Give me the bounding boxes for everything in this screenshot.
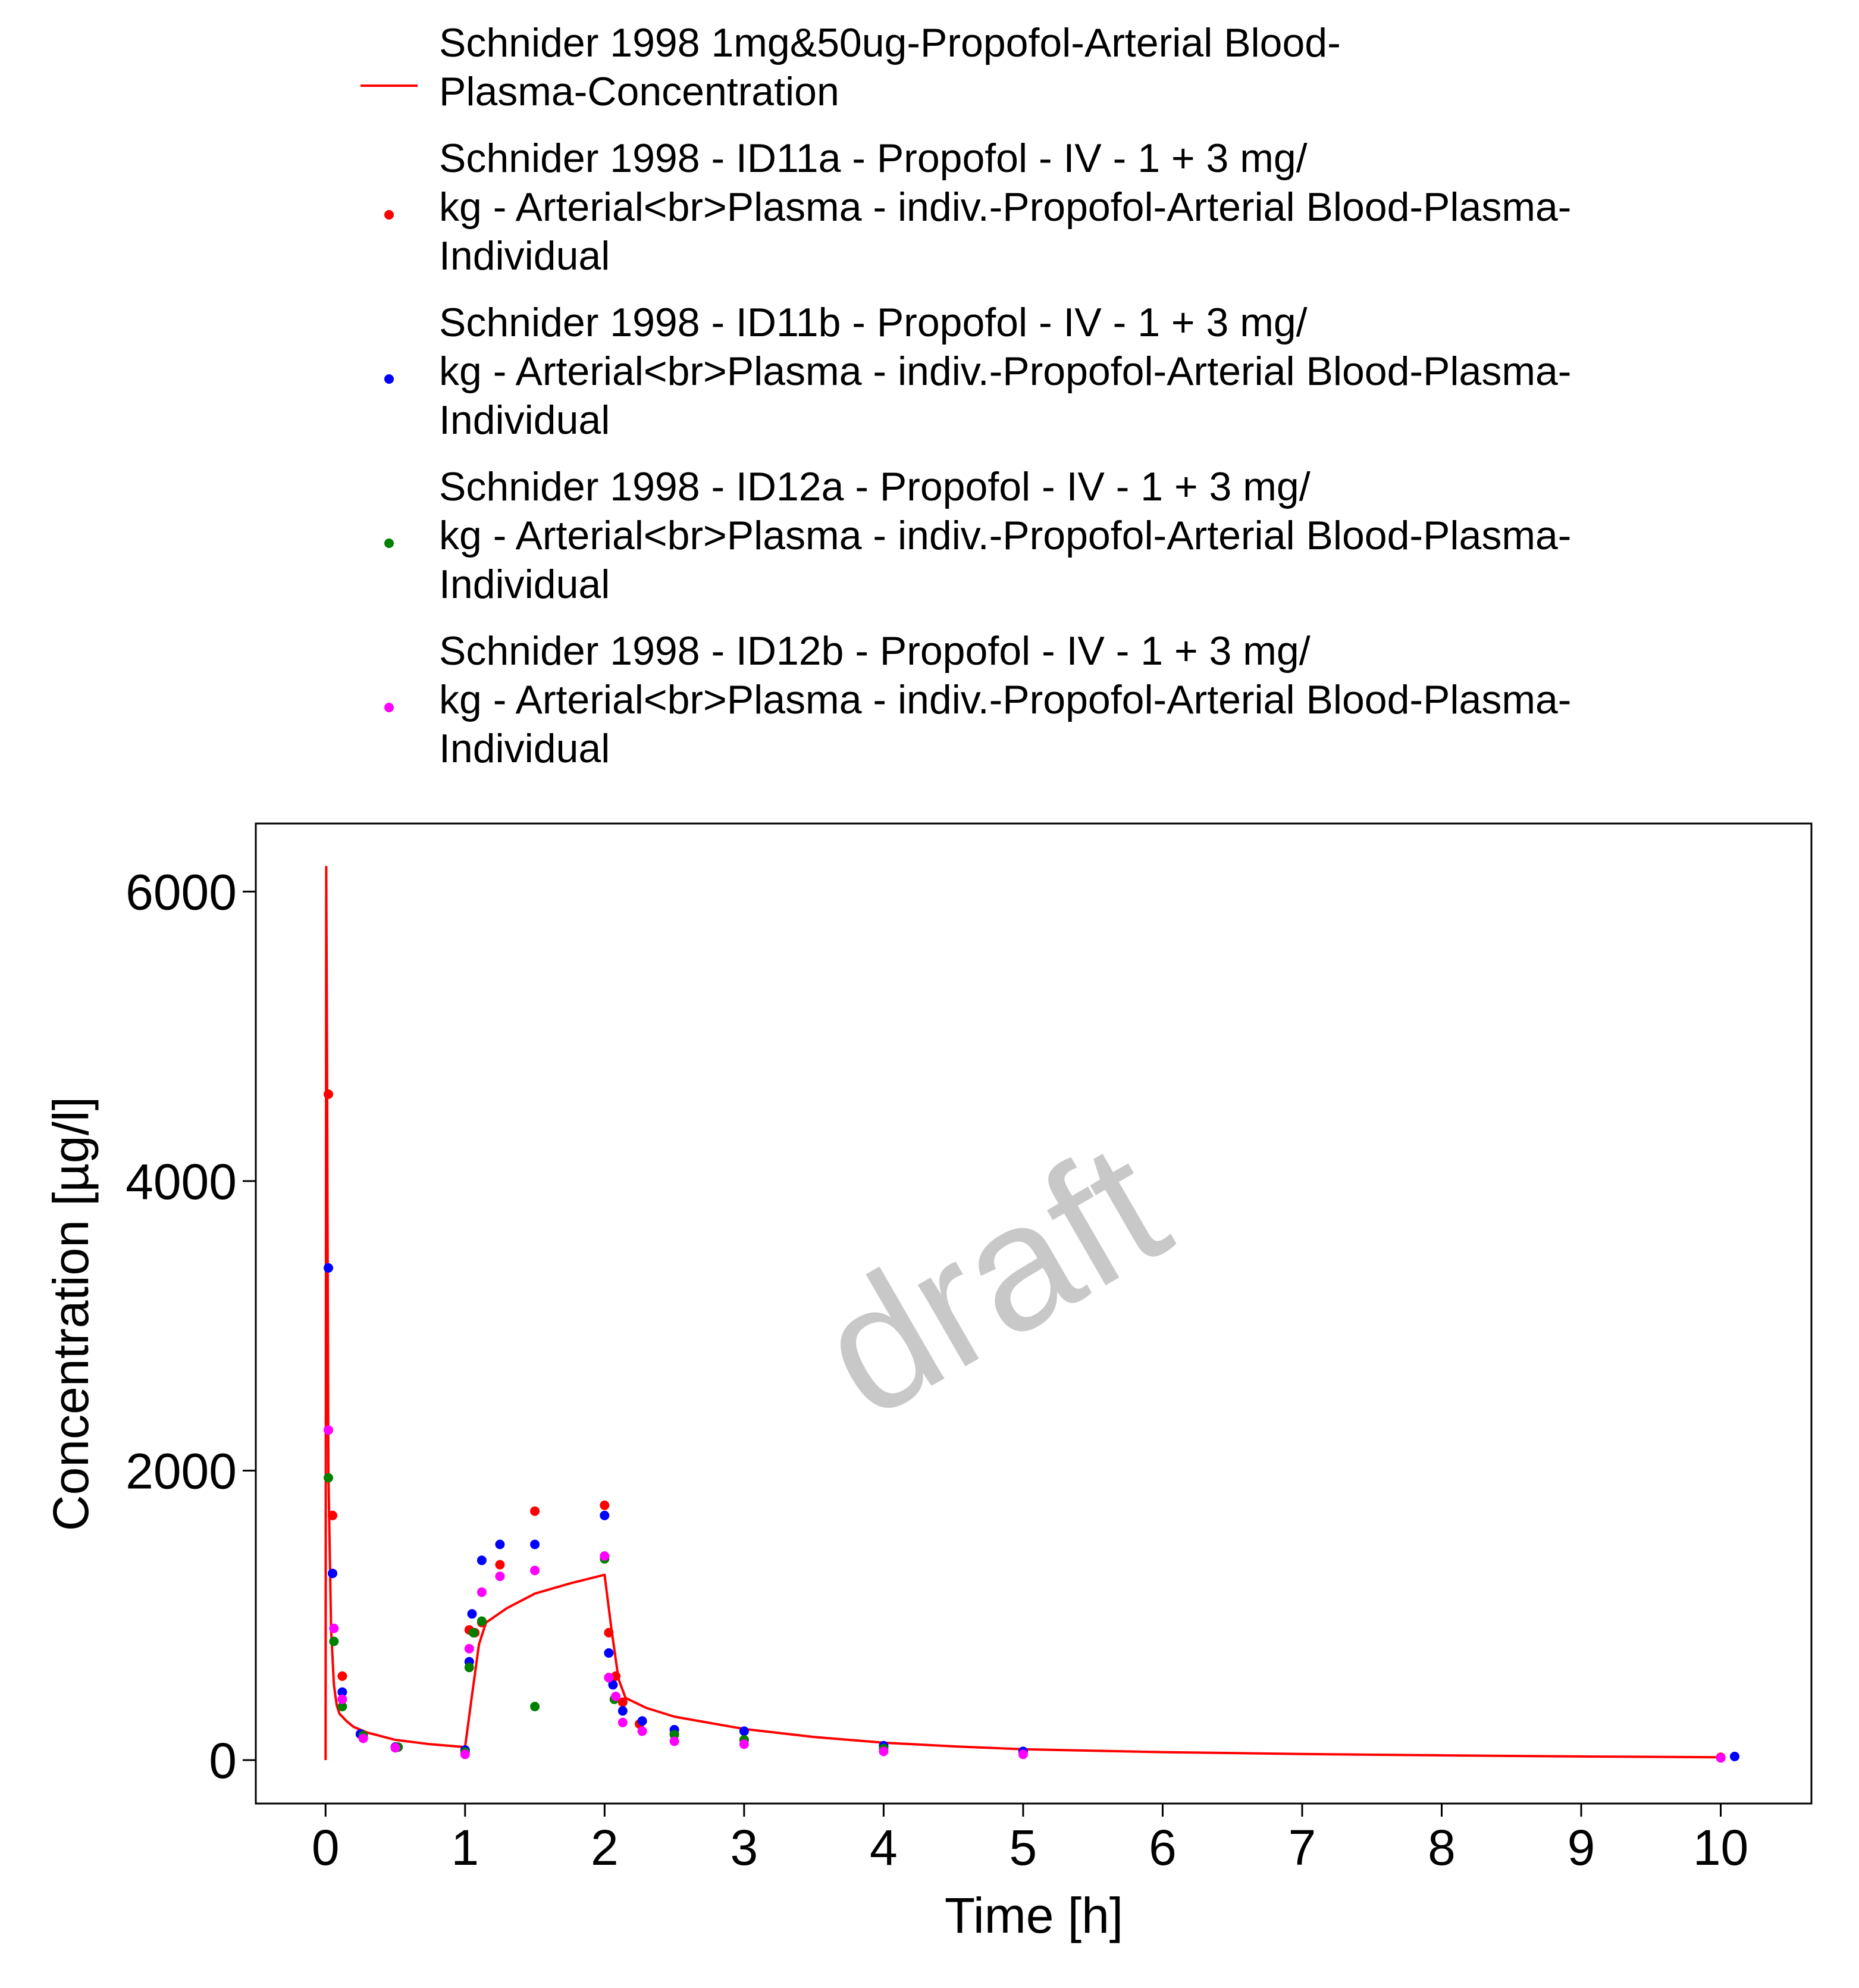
data-point-id12a (337, 1702, 347, 1711)
data-point-id12b (739, 1739, 749, 1749)
data-point-id11b (1730, 1751, 1739, 1761)
legend-text: Schnider 1998 - ID11a - Propofol - IV - … (439, 136, 1308, 181)
data-point-id12b (879, 1746, 889, 1757)
x-tick-label: 1 (451, 1820, 479, 1876)
legend-text: Schnider 1998 - ID12b - Propofol - IV - … (439, 628, 1311, 674)
y-axis-label: Concentration [µg/l] (43, 1097, 99, 1531)
plot-layer (324, 866, 1739, 1763)
x-tick-label: 6 (1149, 1820, 1177, 1876)
data-point-id11b (495, 1539, 505, 1549)
y-tick-label: 6000 (126, 864, 237, 920)
data-point-id12a (530, 1702, 540, 1711)
data-point-id12b (1716, 1753, 1726, 1763)
legend-text: Schnider 1998 1mg&50ug-Propofol-Arterial… (439, 20, 1341, 65)
data-point-id12b (476, 1587, 487, 1597)
data-point-id11b (739, 1726, 749, 1736)
legend-entry-line: Schnider 1998 1mg&50ug-Propofol-Arterial… (360, 20, 1341, 114)
legend-entry-id12b: Schnider 1998 - ID12b - Propofol - IV - … (384, 628, 1571, 771)
legend-entry-id11b: Schnider 1998 - ID11b - Propofol - IV - … (384, 300, 1571, 443)
data-point-id11b (637, 1716, 647, 1726)
data-point-id12a (329, 1636, 339, 1646)
legend-dot-key (384, 703, 394, 712)
x-axis: 0 1 2 3 4 5 6 7 8 9 10 (312, 1804, 1748, 1876)
data-point-id12b (495, 1571, 505, 1582)
legend-text: Individual (439, 397, 610, 443)
data-point-id11b (476, 1555, 487, 1566)
x-axis-label: Time [h] (945, 1887, 1123, 1943)
data-point-id12b (604, 1673, 614, 1683)
legend-entry-id12a: Schnider 1998 - ID12a - Propofol - IV - … (384, 464, 1571, 607)
data-point-id12b (329, 1623, 339, 1633)
data-point-id12b (600, 1551, 610, 1561)
data-point-id12a (669, 1730, 679, 1740)
data-point-id11b (337, 1687, 347, 1697)
data-point-id11a (600, 1500, 610, 1510)
data-point-id12b (464, 1643, 474, 1654)
data-point-id12b (617, 1717, 628, 1727)
legend-text: kg - Arterial<br>Plasma - indiv.-Propofo… (439, 349, 1571, 394)
data-point-id11b (324, 1263, 333, 1273)
data-point-id12b (1018, 1749, 1028, 1760)
data-point-id12b (637, 1726, 647, 1736)
legend: Schnider 1998 1mg&50ug-Propofol-Arterial… (360, 20, 1571, 771)
data-point-id12b (460, 1749, 470, 1760)
watermark: draft (788, 1103, 1197, 1455)
data-point-id11b (604, 1648, 614, 1658)
plot-frame (255, 822, 1813, 1805)
x-tick-label: 10 (1693, 1820, 1748, 1876)
data-point-id11a (324, 1089, 333, 1099)
y-tick-label: 4000 (126, 1154, 237, 1210)
legend-text: kg - Arterial<br>Plasma - indiv.-Propofo… (439, 513, 1571, 558)
legend-text: Individual (439, 726, 610, 771)
legend-text: Schnider 1998 - ID11b - Propofol - IV - … (439, 300, 1308, 345)
legend-dot-key (384, 210, 394, 220)
data-point-id12b (669, 1736, 679, 1746)
data-point-id11a (495, 1560, 505, 1570)
legend-text: Plasma-Concentration (439, 69, 839, 114)
data-point-id11a (530, 1506, 540, 1516)
data-point-id12b (611, 1692, 621, 1701)
data-point-id11b (600, 1510, 610, 1520)
data-point-id12b (390, 1743, 400, 1753)
legend-text: Individual (439, 562, 610, 607)
data-point-id11b (328, 1569, 337, 1579)
x-tick-label: 7 (1289, 1820, 1316, 1876)
x-tick-label: 9 (1568, 1820, 1595, 1876)
data-point-id11b (467, 1609, 477, 1619)
data-point-id11b (530, 1539, 540, 1549)
x-tick-label: 8 (1428, 1820, 1456, 1876)
y-axis: 0 2000 4000 6000 (126, 864, 256, 1789)
data-point-id11a (337, 1671, 347, 1681)
legend-entry-id11a: Schnider 1998 - ID11a - Propofol - IV - … (384, 136, 1571, 278)
x-tick-label: 4 (870, 1820, 898, 1876)
data-point-id11b (617, 1706, 628, 1716)
y-tick-label: 0 (209, 1733, 237, 1789)
legend-dot-key (384, 539, 394, 548)
data-point-id12b (358, 1733, 368, 1743)
data-point-id11a (617, 1697, 628, 1707)
data-point-id12a (324, 1473, 333, 1483)
x-tick-label: 3 (730, 1820, 758, 1876)
x-tick-label: 5 (1010, 1820, 1037, 1876)
x-tick-label: 0 (312, 1820, 340, 1876)
data-point-id12a (464, 1663, 474, 1673)
y-tick-label: 2000 (126, 1443, 237, 1499)
data-point-id11a (328, 1510, 337, 1520)
data-point-id12a (468, 1627, 478, 1638)
data-point-id12b (530, 1566, 540, 1576)
data-point-id12b (337, 1694, 347, 1704)
legend-dot-key (384, 374, 394, 384)
data-point-id11a (604, 1627, 614, 1638)
series-line-line (324, 866, 1721, 1761)
legend-text: kg - Arterial<br>Plasma - indiv.-Propofo… (439, 677, 1571, 722)
x-tick-label: 2 (591, 1820, 619, 1876)
legend-text: Schnider 1998 - ID12a - Propofol - IV - … (439, 464, 1311, 509)
data-point-id11b (608, 1680, 618, 1690)
legend-text: Individual (439, 233, 610, 278)
data-point-id12a (476, 1616, 487, 1626)
data-point-id12b (324, 1425, 333, 1435)
legend-text: kg - Arterial<br>Plasma - indiv.-Propofo… (439, 184, 1571, 230)
